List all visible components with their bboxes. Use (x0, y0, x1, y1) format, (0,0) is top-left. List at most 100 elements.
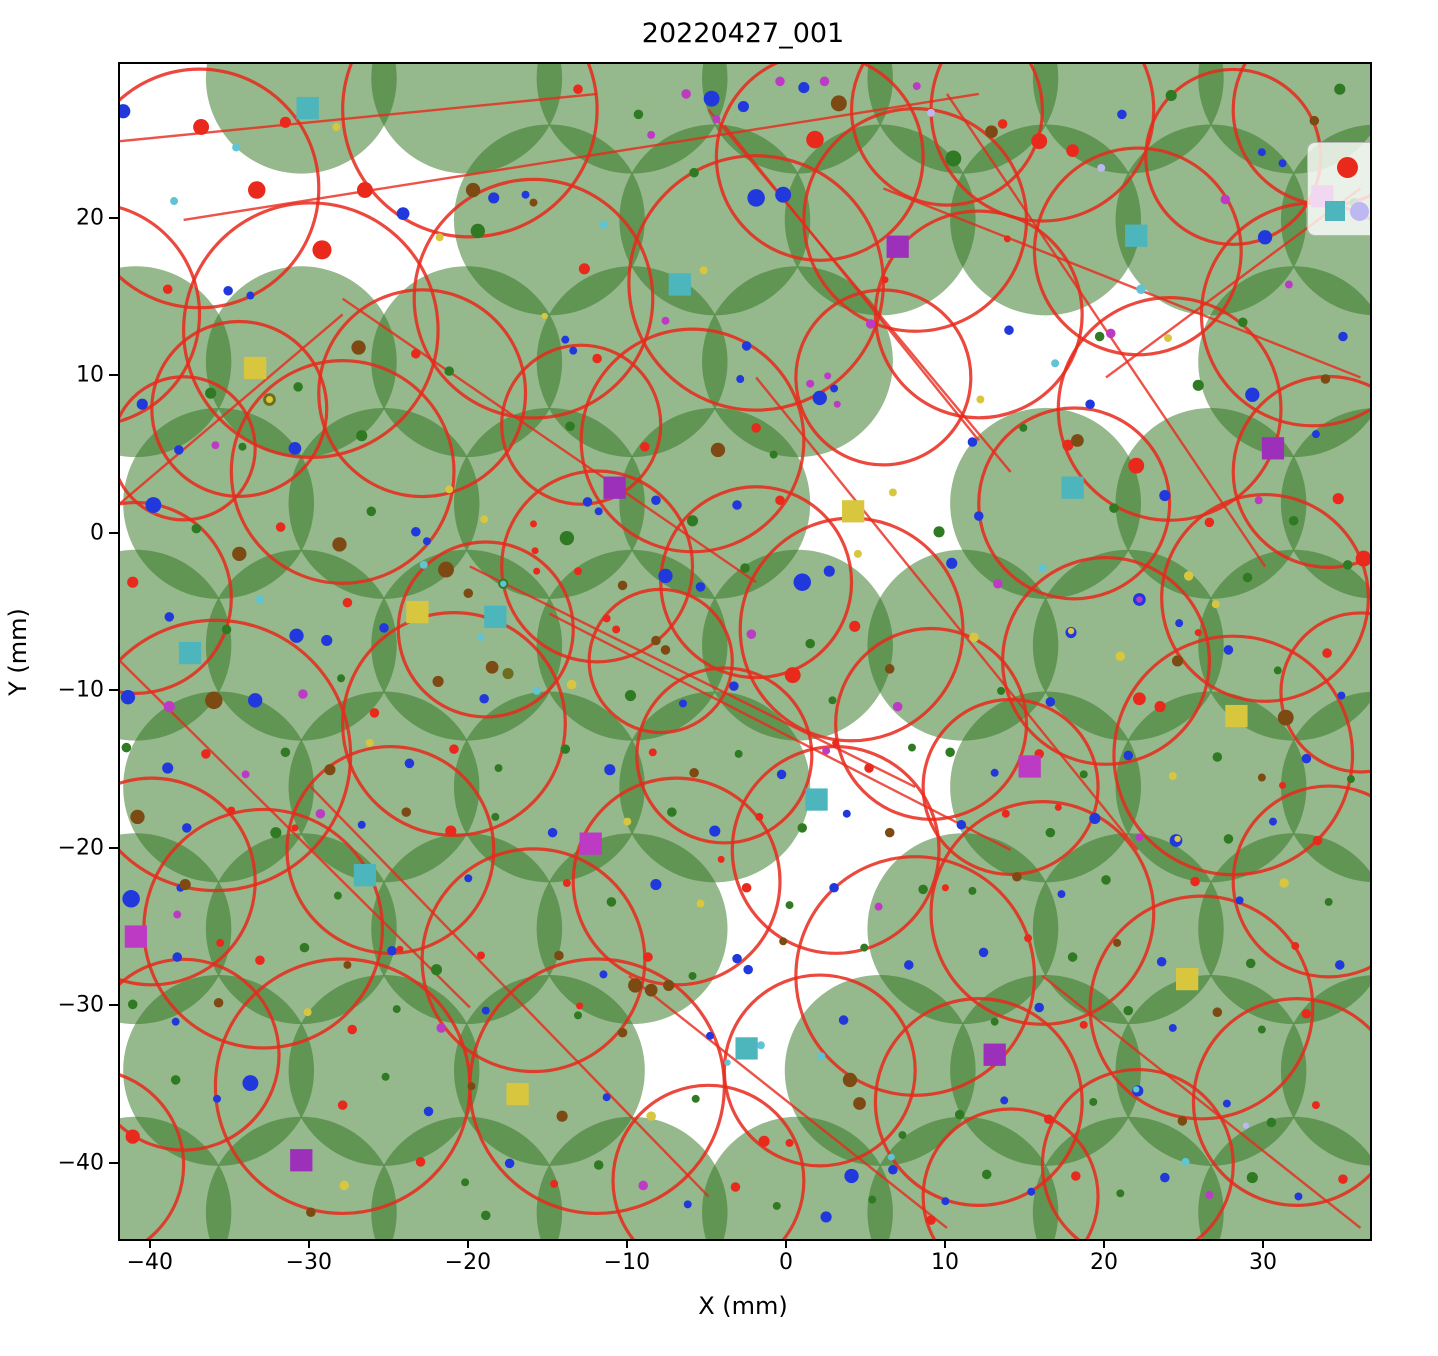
scatter-point[interactable] (1273, 666, 1282, 675)
scatter-point[interactable] (868, 1195, 877, 1204)
scatter-point[interactable] (430, 964, 443, 976)
scatter-square[interactable] (406, 600, 429, 624)
plot-area[interactable]: FW0 RV0 (118, 62, 1372, 1241)
scatter-point[interactable] (679, 699, 687, 708)
scatter-point[interactable] (1113, 938, 1122, 947)
scatter-point[interactable] (1004, 325, 1014, 335)
scatter-point[interactable] (1128, 457, 1145, 474)
scatter-point[interactable] (981, 1169, 992, 1180)
scatter-point[interactable] (997, 119, 1008, 129)
scatter-point[interactable] (824, 372, 832, 380)
scatter-point[interactable] (638, 1180, 648, 1191)
scatter-point[interactable] (463, 588, 474, 598)
scatter-square[interactable] (886, 235, 909, 258)
scatter-point[interactable] (1301, 753, 1312, 764)
scatter-point[interactable] (853, 549, 862, 558)
scatter-point[interactable] (1012, 871, 1022, 882)
scatter-point[interactable] (968, 886, 977, 895)
scatter-point[interactable] (1337, 691, 1346, 700)
scatter-point[interactable] (1062, 439, 1074, 451)
scatter-point[interactable] (864, 763, 874, 773)
scatter-point[interactable] (740, 563, 750, 573)
scatter-point[interactable] (435, 233, 444, 242)
scatter-point[interactable] (216, 938, 225, 947)
scatter-point[interactable] (1324, 897, 1333, 906)
scatter-point[interactable] (793, 573, 811, 591)
scatter-point[interactable] (1160, 1172, 1170, 1183)
scatter-point[interactable] (303, 1008, 312, 1017)
scatter-point[interactable] (1311, 1101, 1320, 1110)
scatter-point[interactable] (736, 375, 745, 383)
scatter-point[interactable] (411, 527, 421, 537)
scatter-point[interactable] (342, 597, 353, 608)
scatter-point[interactable] (898, 1131, 907, 1140)
scatter-square[interactable] (1175, 967, 1199, 991)
scatter-point[interactable] (1294, 1192, 1303, 1201)
scatter-point[interactable] (797, 823, 808, 833)
scatter-square[interactable] (842, 500, 865, 523)
scatter-point[interactable] (658, 568, 673, 584)
scatter-square[interactable] (290, 1149, 313, 1172)
scatter-point[interactable] (663, 979, 675, 991)
scatter-point[interactable] (941, 1197, 950, 1206)
scatter-point[interactable] (881, 276, 889, 284)
scatter-point[interactable] (1183, 571, 1194, 581)
scatter-point[interactable] (1212, 752, 1223, 762)
scatter-square[interactable] (1018, 755, 1041, 778)
scatter-point[interactable] (1165, 89, 1177, 102)
scatter-point[interactable] (1094, 331, 1105, 342)
scatter-point[interactable] (640, 441, 650, 452)
scatter-point[interactable] (1220, 194, 1231, 205)
scatter-point[interactable] (343, 960, 352, 969)
scatter-point[interactable] (741, 341, 752, 351)
scatter-point[interactable] (660, 645, 671, 655)
scatter-point[interactable] (401, 807, 412, 817)
scatter-point[interactable] (1212, 1007, 1223, 1017)
scatter-point[interactable] (1031, 133, 1048, 150)
scatter-square[interactable] (1061, 476, 1084, 499)
scatter-point[interactable] (746, 629, 757, 639)
scatter-point[interactable] (275, 522, 286, 532)
scatter-point[interactable] (956, 819, 967, 830)
scatter-point[interactable] (1071, 1171, 1081, 1181)
scatter-point[interactable] (1223, 834, 1234, 844)
scatter-point[interactable] (1222, 1099, 1231, 1108)
scatter-point[interactable] (776, 769, 787, 780)
scatter-point[interactable] (853, 1097, 866, 1110)
scatter-point[interactable] (1045, 697, 1056, 707)
scatter-point[interactable] (369, 708, 380, 718)
scatter-point[interactable] (125, 1129, 140, 1144)
scatter-point[interactable] (477, 951, 485, 960)
scatter-point[interactable] (1245, 387, 1260, 402)
scatter-point[interactable] (1109, 503, 1119, 513)
scatter-point[interactable] (730, 1182, 741, 1192)
scatter-point[interactable] (785, 901, 794, 910)
scatter-point[interactable] (696, 899, 705, 908)
scatter-point[interactable] (366, 506, 377, 517)
scatter-point[interactable] (550, 1179, 559, 1188)
scatter-point[interactable] (467, 1082, 476, 1091)
scatter-point[interactable] (1174, 835, 1181, 843)
scatter-point[interactable] (1312, 835, 1323, 846)
scatter-point[interactable] (1242, 1122, 1250, 1129)
scatter-point[interactable] (1156, 957, 1167, 967)
scatter-point[interactable] (533, 567, 541, 575)
scatter-point[interactable] (1019, 423, 1028, 432)
scatter-point[interactable] (532, 686, 541, 695)
scatter-point[interactable] (844, 1168, 859, 1184)
scatter-point[interactable] (594, 507, 603, 516)
scatter-point[interactable] (574, 1011, 582, 1020)
scatter-point[interactable] (647, 130, 656, 139)
scatter-point[interactable] (578, 263, 590, 275)
scatter-square[interactable] (124, 925, 148, 948)
scatter-point[interactable] (617, 580, 628, 591)
scatter-square[interactable] (603, 476, 626, 499)
scatter-square[interactable] (178, 641, 202, 665)
scatter-point[interactable] (599, 970, 608, 979)
scatter-point[interactable] (1066, 144, 1079, 157)
scatter-point[interactable] (888, 488, 897, 497)
scatter-point[interactable] (306, 1207, 316, 1217)
scatter-point[interactable] (1301, 1008, 1312, 1019)
scatter-point[interactable] (646, 1111, 656, 1121)
scatter-point[interactable] (976, 395, 985, 404)
